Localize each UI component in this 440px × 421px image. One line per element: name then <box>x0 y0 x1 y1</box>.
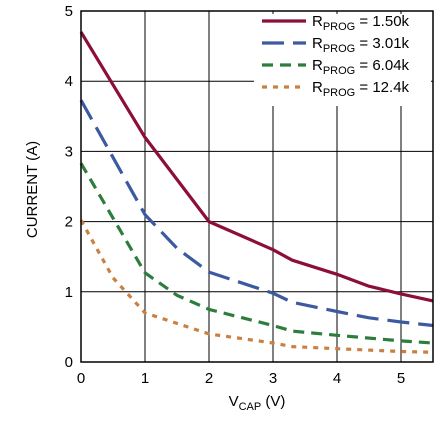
y-tick-labels: 0 1 2 3 4 5 <box>65 3 73 371</box>
legend-label-subscript: PROG <box>323 87 355 99</box>
legend-background <box>254 14 431 106</box>
legend-label-main: R <box>312 35 323 52</box>
x-tick-label: 5 <box>397 370 405 387</box>
y-tick-label: 5 <box>65 3 73 20</box>
y-tick-label: 4 <box>65 73 73 90</box>
y-axis-title: CURRENT (A) <box>24 141 41 238</box>
y-tick-label: 1 <box>65 284 73 301</box>
legend-label-subscript: PROG <box>323 43 355 55</box>
series-line-4 <box>79 219 434 354</box>
x-tick-label: 0 <box>77 370 85 387</box>
x-tick-label: 1 <box>141 370 149 387</box>
series-lines <box>79 31 434 354</box>
x-axis-title-main: V <box>229 393 239 410</box>
series-line-1 <box>79 31 434 303</box>
legend-label-2: RPROG = 3.01k <box>312 35 410 55</box>
x-tick-label: 4 <box>333 370 341 387</box>
x-axis-title-subscript: CAP <box>239 401 262 413</box>
x-tick-labels: 0 1 2 3 4 5 <box>77 370 405 387</box>
series-line-2 <box>79 99 434 328</box>
legend-label-value: = 6.04k <box>355 57 409 74</box>
y-tick-label: 2 <box>65 214 73 231</box>
series-line-3 <box>79 162 434 345</box>
x-axis-title-unit: (V) <box>261 393 285 410</box>
legend-label-main: R <box>312 79 323 96</box>
legend-label-main: R <box>312 57 323 74</box>
y-tick-label: 3 <box>65 143 73 160</box>
legend-label-value: = 12.4k <box>355 79 409 96</box>
legend-label-value: = 3.01k <box>355 35 409 52</box>
legend-label-subscript: PROG <box>323 21 355 33</box>
x-axis-title: VCAP (V) <box>229 393 286 413</box>
legend-label-subscript: PROG <box>323 65 355 77</box>
legend-label-4: RPROG = 12.4k <box>312 79 410 99</box>
legend-label-3: RPROG = 6.04k <box>312 57 410 77</box>
x-tick-label: 3 <box>269 370 277 387</box>
y-tick-label: 0 <box>65 354 73 371</box>
legend-label-1: RPROG = 1.50k <box>312 13 410 33</box>
legend-label-value: = 1.50k <box>355 13 409 30</box>
plot-frame <box>80 10 434 363</box>
x-tick-label: 2 <box>205 370 213 387</box>
legend-label-main: R <box>312 13 323 30</box>
